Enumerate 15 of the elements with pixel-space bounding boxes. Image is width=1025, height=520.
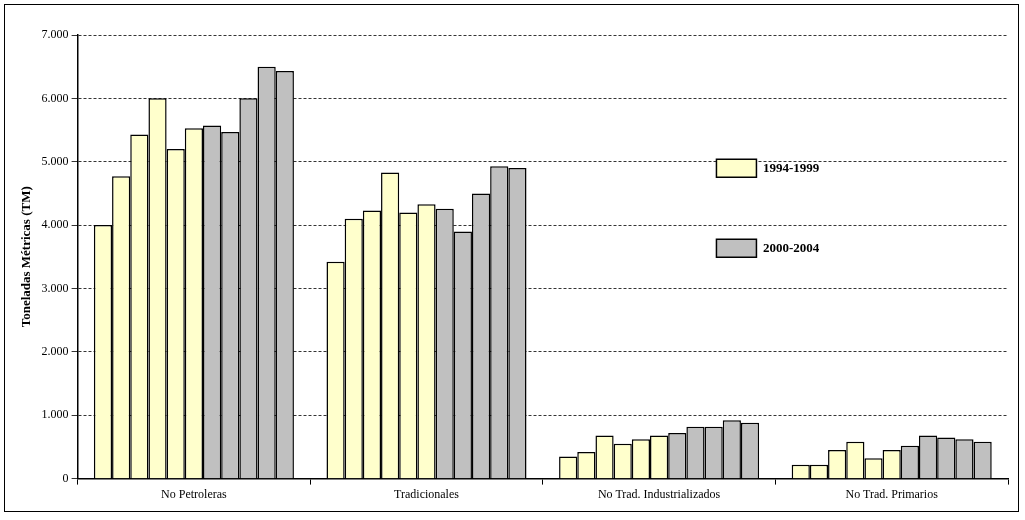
- y-tick-label: 5.000: [41, 153, 69, 168]
- x-tick-label: No Trad. Industrializados: [597, 486, 721, 501]
- y-tick-label: 0: [62, 470, 69, 485]
- y-tick-label: 1.000: [41, 407, 69, 422]
- y-tick-label: 7.000: [41, 27, 69, 42]
- x-tick-label: Tradicionales: [394, 486, 460, 501]
- y-tick-label: 2.000: [41, 344, 69, 359]
- x-tick-label: No Trad. Primarios: [845, 486, 939, 501]
- y-tick-label: 4.000: [41, 217, 69, 232]
- x-tick-label: No Petroleras: [161, 486, 228, 501]
- y-axis-title: Toneladas Métricas (TM): [18, 186, 34, 328]
- y-tick-label: 6.000: [41, 90, 69, 105]
- y-tick-label: 3.000: [41, 280, 69, 295]
- legend-label: 2000-2004: [762, 239, 820, 255]
- legend-label: 1994-1999: [762, 159, 820, 175]
